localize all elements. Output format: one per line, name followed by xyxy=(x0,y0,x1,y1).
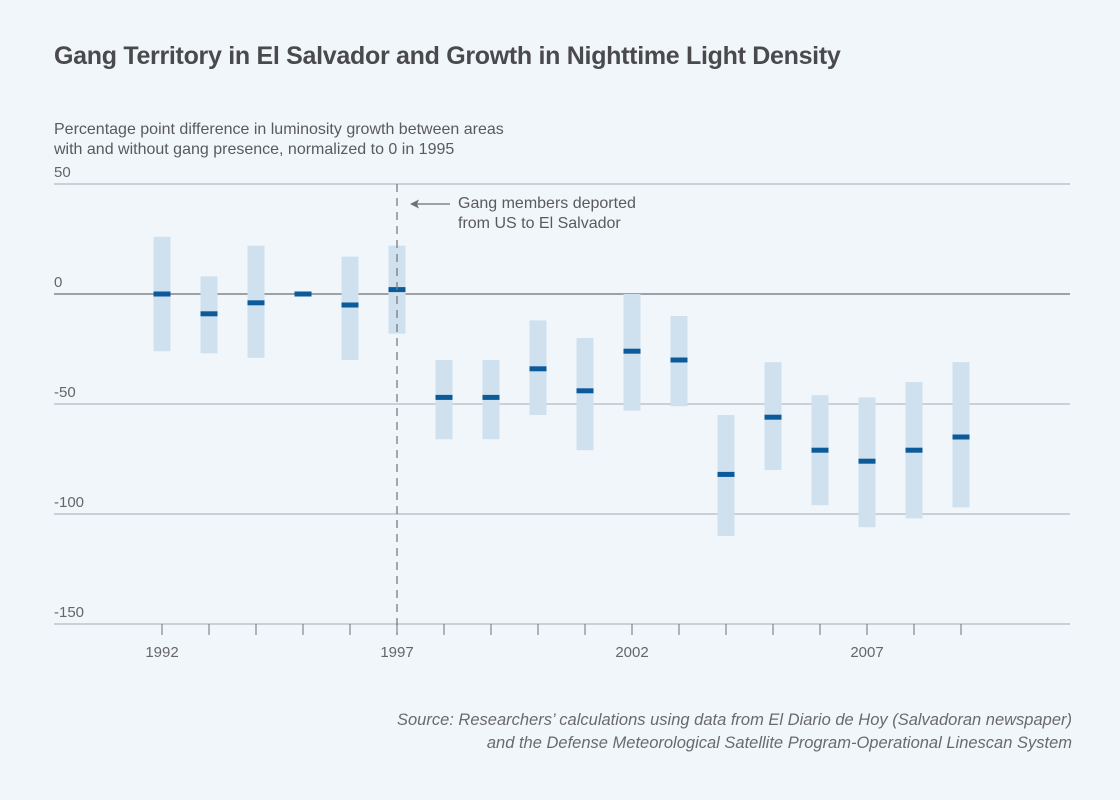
chart-title: Gang Territory in El Salvador and Growth… xyxy=(54,42,841,70)
x-tick-label: 1992 xyxy=(145,644,178,661)
confidence-interval-bar xyxy=(576,338,594,451)
point-estimate-marker xyxy=(341,302,359,308)
confidence-interval-bar xyxy=(341,256,359,360)
point-estimate-marker xyxy=(435,394,453,400)
source-line-1: Source: Researchers’ calculations using … xyxy=(396,711,1072,729)
point-estimate-marker xyxy=(200,311,218,317)
point-estimate-marker xyxy=(623,348,641,354)
gridlines xyxy=(54,183,1070,625)
y-tick-label: 0 xyxy=(54,274,62,291)
point-estimate-marker xyxy=(153,291,171,297)
point-estimate-marker xyxy=(529,366,547,372)
point-estimate-marker xyxy=(811,447,829,453)
point-estimates xyxy=(153,287,970,477)
annotation-text: from US to El Salvador xyxy=(458,215,621,232)
point-estimate-marker xyxy=(952,434,970,440)
x-tick-label: 1997 xyxy=(380,644,413,661)
confidence-intervals xyxy=(153,236,970,536)
point-estimate-marker xyxy=(858,458,876,464)
y-axis-label: Percentage point difference in luminosit… xyxy=(54,120,504,160)
point-estimate-marker xyxy=(717,471,735,477)
annotation: Gang members deported from US to El Salva… xyxy=(396,184,636,635)
point-estimate-marker xyxy=(905,447,923,453)
x-axis: 1992 1997 2002 2007 xyxy=(145,624,962,661)
y-tick-labels: 50 0 -50 -100 -150 xyxy=(54,164,84,621)
point-estimate-marker xyxy=(247,300,265,306)
point-estimate-marker xyxy=(764,414,782,420)
y-tick-label: -100 xyxy=(54,494,84,511)
point-estimate-marker xyxy=(482,394,500,400)
y-axis-label-line-2: with and without gang presence, normaliz… xyxy=(54,141,455,158)
arrowhead-icon xyxy=(410,199,419,209)
y-tick-label: -150 xyxy=(54,604,84,621)
point-estimate-marker xyxy=(576,388,594,394)
source-note: Source: Researchers’ calculations using … xyxy=(397,709,1072,755)
source-line-2: and the Defense Meteorological Satellite… xyxy=(486,734,1072,752)
x-tick-label: 2002 xyxy=(615,644,648,661)
point-estimate-marker xyxy=(294,291,312,297)
annotation-text: Gang members deported xyxy=(458,195,636,212)
x-tick-label: 2007 xyxy=(850,644,883,661)
point-estimate-marker xyxy=(670,357,688,363)
y-tick-label: -50 xyxy=(54,384,76,401)
y-tick-label: 50 xyxy=(54,164,71,181)
y-axis-label-line-1: Percentage point difference in luminosit… xyxy=(54,121,504,138)
